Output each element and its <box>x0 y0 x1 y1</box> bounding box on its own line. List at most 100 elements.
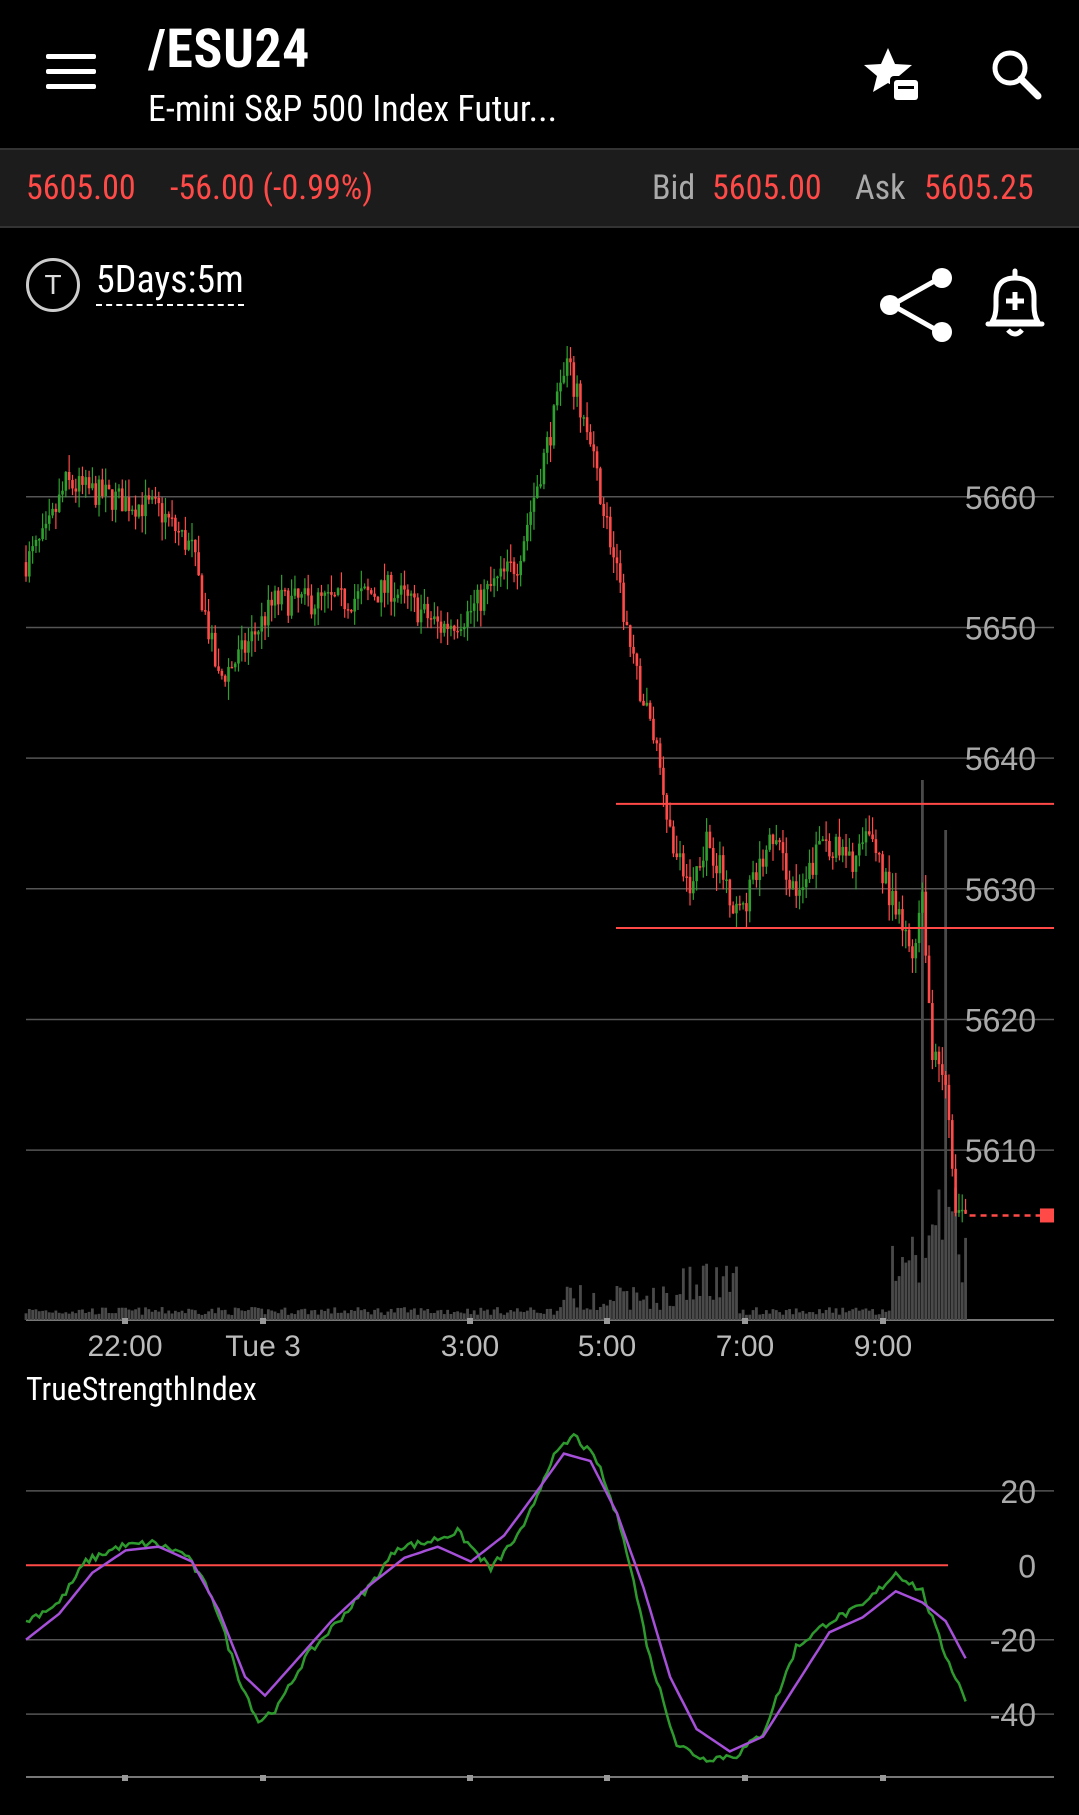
candle <box>389 574 393 602</box>
candle <box>708 831 712 848</box>
volume-bar <box>814 1314 818 1320</box>
volume-bar <box>110 1313 114 1320</box>
candle <box>934 1051 937 1061</box>
tsi-tick-mark <box>122 1775 128 1781</box>
candle <box>286 590 290 616</box>
volume-bar <box>472 1310 476 1320</box>
candle <box>24 562 28 577</box>
candle <box>280 589 283 605</box>
price-chart[interactable]: 5660 5650 5640 5630 5620 5610 22:00 Tue 3 3:00 5… <box>0 340 1079 1400</box>
candle <box>675 853 679 858</box>
candle <box>861 842 864 844</box>
volume-bar <box>512 1311 516 1320</box>
candle <box>210 632 214 640</box>
candle <box>253 631 257 635</box>
watchlist-star-icon[interactable] <box>862 46 922 104</box>
tsi-tick-mark <box>467 1775 473 1781</box>
candle <box>778 840 781 843</box>
candle <box>512 561 516 575</box>
volume-bar <box>867 1310 871 1320</box>
volume-bar <box>731 1273 735 1320</box>
volume-bar <box>927 1235 931 1320</box>
volume-bar <box>950 1211 954 1320</box>
volume-bar <box>515 1308 519 1320</box>
volume-bar <box>81 1309 84 1320</box>
volume-bar <box>589 1309 592 1320</box>
volume-bar <box>227 1314 230 1320</box>
candle <box>492 578 496 586</box>
volume-bar <box>552 1314 556 1320</box>
volume-bar <box>300 1309 303 1320</box>
volume-bar <box>403 1307 406 1320</box>
volume-bar <box>456 1311 459 1320</box>
candle <box>84 477 88 485</box>
search-icon[interactable] <box>990 48 1042 100</box>
candle <box>665 794 669 820</box>
candle <box>373 593 376 597</box>
chart-type-icon[interactable]: T <box>26 258 80 312</box>
candle <box>306 588 310 596</box>
x-tick-mark <box>122 1318 128 1324</box>
candle <box>529 511 532 525</box>
tsi-chart[interactable]: 20 0 -20 -40 <box>0 1410 1079 1810</box>
candle <box>419 609 423 623</box>
price-axis-label: 5650 <box>965 610 1036 646</box>
candle <box>552 405 556 446</box>
candle <box>217 666 220 671</box>
volume-bar <box>157 1311 161 1320</box>
candle <box>692 881 695 894</box>
add-alert-bell-icon[interactable] <box>984 268 1046 340</box>
volume-bar <box>489 1314 493 1320</box>
volume-bar <box>738 1313 742 1320</box>
candle <box>200 575 204 611</box>
volume-bar <box>446 1309 450 1320</box>
volume-bar <box>293 1314 297 1320</box>
candle <box>250 631 254 642</box>
candle <box>618 563 622 583</box>
candle <box>947 1084 951 1121</box>
volume-bar <box>569 1287 572 1320</box>
volume-bar <box>432 1312 436 1320</box>
volume-bar <box>140 1314 144 1320</box>
candle <box>187 540 190 550</box>
volume-bar <box>177 1312 181 1320</box>
candle <box>522 541 526 561</box>
candle <box>655 740 659 744</box>
volume-bar <box>167 1310 171 1320</box>
candle <box>821 839 825 841</box>
volume-bar <box>665 1293 669 1320</box>
candle <box>283 589 287 592</box>
candle <box>290 595 293 616</box>
volume-bar <box>174 1310 177 1320</box>
candle <box>356 591 360 599</box>
volume-bar <box>691 1299 695 1320</box>
candle <box>761 858 765 867</box>
volume-bar <box>934 1225 938 1320</box>
volume-bar <box>881 1309 884 1320</box>
candle <box>134 509 137 517</box>
bid-label: Bid <box>652 168 696 208</box>
chart-period-selector[interactable]: 5Days:5m <box>96 258 244 306</box>
candle <box>472 603 476 611</box>
candle <box>363 586 366 589</box>
candle <box>559 382 562 392</box>
volume-bar <box>369 1314 373 1320</box>
candle <box>74 488 78 492</box>
volume-bar <box>120 1307 124 1320</box>
volume-bar <box>499 1313 503 1320</box>
candle <box>423 603 426 610</box>
volume-bar <box>180 1310 184 1320</box>
volume-bar <box>37 1311 41 1320</box>
tsi-tick-mark <box>742 1775 748 1781</box>
share-icon[interactable] <box>878 268 956 342</box>
volume-bar <box>662 1286 665 1320</box>
price-change: -56.00 (-0.99%) <box>170 168 374 208</box>
volume-bar <box>479 1307 483 1320</box>
menu-icon[interactable] <box>46 52 98 92</box>
candle <box>768 834 771 850</box>
candle <box>745 903 748 912</box>
volume-bar <box>559 1307 562 1320</box>
volume-bar <box>575 1307 579 1320</box>
candle <box>207 611 210 640</box>
candle <box>111 489 114 510</box>
